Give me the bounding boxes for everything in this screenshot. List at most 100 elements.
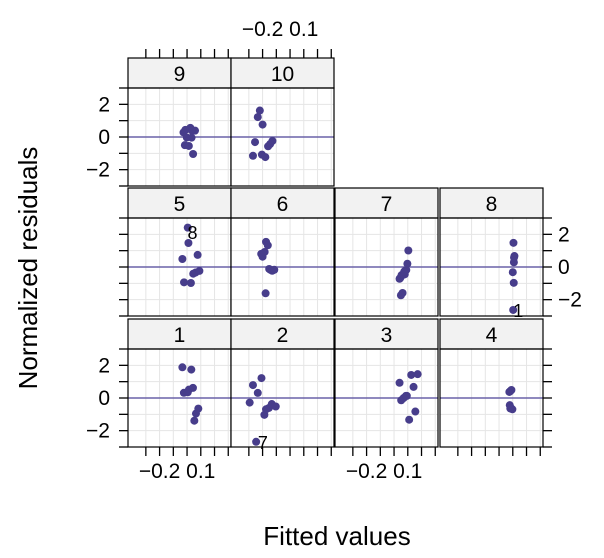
point-label: 1 (513, 301, 523, 321)
y-tick-label: 2 (98, 354, 110, 377)
panel-border (230, 348, 335, 448)
y-tick-label: −2 (558, 289, 582, 312)
data-point (194, 404, 203, 413)
data-point (261, 153, 270, 162)
panel-strip-label: 2 (277, 324, 289, 347)
panel-strip (230, 187, 335, 219)
data-point (187, 133, 196, 142)
data-point (263, 241, 272, 250)
panel-4: 4 (439, 318, 544, 448)
data-point (188, 383, 197, 392)
panel-strip-label: 8 (486, 193, 498, 216)
x-tick-label: 0.1 (393, 460, 422, 483)
x-axis-title: Fitted values (263, 521, 410, 551)
data-point (510, 253, 519, 262)
x-axis-top-ticks-col-1 (248, 49, 332, 58)
data-point (187, 365, 196, 374)
x-axis-bottom-ticks-col-1 (248, 447, 332, 456)
panel-3: 3 (334, 318, 439, 448)
y-axis-left-ticks-row-0 (119, 87, 128, 187)
data-point (178, 254, 187, 263)
point-label: 7 (258, 433, 268, 453)
data-point (409, 382, 418, 391)
data-point (262, 405, 271, 414)
data-point (180, 141, 189, 150)
data-point (404, 246, 413, 255)
data-point (248, 151, 257, 160)
panel-strip (334, 318, 439, 350)
data-point (187, 126, 196, 135)
data-point (257, 374, 266, 383)
panel-strip (334, 187, 439, 219)
data-point (268, 136, 277, 145)
data-point (260, 247, 269, 256)
data-point (252, 437, 261, 446)
data-point (195, 266, 204, 275)
y-tick-label: 0 (558, 256, 570, 279)
data-point (507, 385, 516, 394)
data-point (405, 415, 414, 424)
panel-strip (127, 187, 232, 219)
panel-9: 9 (127, 57, 232, 187)
x-tick-label: −0.2 (346, 460, 387, 483)
panel-7: 7 (334, 187, 439, 317)
x-axis-bottom-ticks-col-2 (352, 447, 436, 456)
data-point (506, 404, 515, 413)
data-point (508, 268, 517, 277)
y-axis-right-ticks-row-2 (543, 348, 552, 448)
data-point (509, 238, 518, 247)
y-tick-label: 2 (558, 223, 570, 246)
data-point (253, 113, 262, 122)
x-tick-label: −0.2 (139, 460, 180, 483)
data-point (183, 223, 192, 232)
data-point (395, 378, 404, 387)
panel-strip-label: 9 (174, 63, 186, 86)
panel-border (230, 87, 335, 187)
panel-2: 27 (230, 318, 335, 453)
panel-10: 10 (230, 57, 335, 187)
data-point (245, 398, 254, 407)
panel-strip-label: 5 (174, 193, 186, 216)
data-point (189, 149, 198, 158)
panel-strip (439, 187, 544, 219)
panel-1: 1 (127, 318, 232, 448)
y-tick-label: −2 (86, 159, 110, 182)
panel-strip (439, 318, 544, 350)
data-point (271, 402, 280, 411)
data-point (184, 238, 193, 247)
panel-strip-label: 3 (381, 324, 393, 347)
x-axis-top-ticks-col-0 (145, 49, 229, 58)
data-point (509, 278, 518, 287)
panel-6: 6 (230, 187, 335, 317)
data-point (255, 106, 264, 115)
panel-strip-label: 4 (486, 324, 498, 347)
data-point (270, 265, 279, 274)
data-point (413, 370, 422, 379)
x-axis-bottom-ticks-col-0 (145, 447, 229, 456)
data-point (253, 388, 262, 397)
x-axis-bottom-ticks-col-3 (457, 447, 541, 456)
data-point (411, 407, 420, 416)
data-point (403, 259, 412, 268)
data-point (400, 267, 409, 276)
y-axis-title: Normalized residuals (13, 147, 43, 390)
data-point (183, 388, 192, 397)
panel-strip (230, 318, 335, 350)
panel-5: 58 (127, 187, 232, 317)
axes-layer: −0.2 0.1 −0.2 0.1 −0.2 0.1 −2 0 2 −2 0 2 −2 0 2 (86, 18, 582, 483)
panel-strip-label: 6 (277, 193, 289, 216)
x-tick-label: −0.2 (242, 18, 283, 41)
panel-strip-label: 7 (381, 193, 393, 216)
y-tick-label: −2 (86, 420, 110, 443)
y-axis-left-ticks-row-1 (119, 217, 128, 317)
data-point (186, 279, 195, 288)
panel-border (334, 217, 439, 317)
panel-strip-label: 1 (174, 324, 186, 347)
data-point (193, 250, 202, 259)
data-point (190, 416, 199, 425)
data-point (407, 370, 416, 379)
data-point (261, 289, 270, 298)
panel-8: 81 (439, 187, 544, 321)
y-tick-label: 2 (98, 93, 110, 116)
